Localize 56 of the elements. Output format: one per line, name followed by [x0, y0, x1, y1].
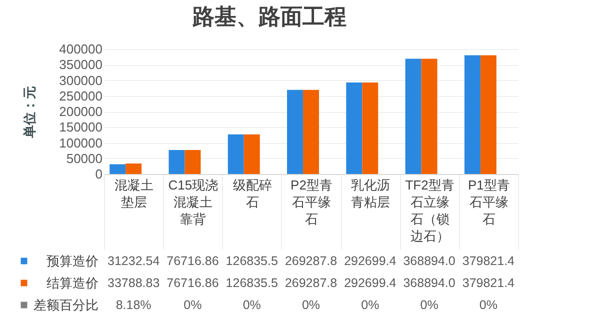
- x-tick-label: P2型青石平缘石: [290, 178, 332, 226]
- x-tick-label: P1型青石平缘石: [468, 178, 510, 226]
- data-label: 0%: [479, 298, 498, 312]
- legend-label: 差额百分比: [34, 298, 98, 312]
- chart-title: 路基、路面工程: [192, 4, 347, 29]
- data-label: 126835.5: [226, 254, 278, 268]
- x-tick-label: 乳化沥青粘层: [351, 178, 390, 210]
- data-label: 0%: [420, 298, 438, 312]
- data-label: 0%: [184, 298, 202, 312]
- y-tick-label: 0: [95, 166, 102, 182]
- data-label: 0%: [242, 298, 261, 312]
- legend-label: 预算造价: [46, 254, 98, 268]
- bar: [126, 163, 142, 174]
- bar: [362, 82, 378, 174]
- bar: [184, 150, 201, 174]
- data-label: 379821.4: [462, 276, 515, 290]
- bar: [168, 150, 185, 174]
- bar: [464, 55, 480, 174]
- bar: [244, 134, 260, 174]
- data-label: 76716.86: [166, 254, 219, 268]
- bar: [405, 58, 422, 174]
- x-tick-label: 级配碎石: [232, 178, 272, 210]
- x-tick-label: 混凝土垫层: [114, 178, 154, 210]
- data-label: 368894.0: [403, 254, 456, 268]
- data-label: 126835.5: [226, 276, 278, 290]
- data-label: 0%: [302, 298, 320, 312]
- y-tick-label: 100000: [59, 135, 102, 150]
- bar: [421, 58, 438, 174]
- y-tick-label: 350000: [59, 57, 102, 72]
- y-tick-label: 250000: [59, 88, 102, 104]
- data-label: 292699.4: [344, 276, 396, 290]
- y-tick-label: 150000: [59, 120, 102, 135]
- bar: [480, 55, 496, 174]
- y-tick-label: 300000: [59, 72, 102, 88]
- bar: [287, 90, 304, 174]
- x-tick-label: TF2型青石立缘石（锁边石）: [405, 178, 454, 244]
- data-label: 0%: [361, 298, 380, 312]
- data-label: 33788.83: [108, 276, 160, 290]
- data-label: 31232.54: [108, 254, 160, 268]
- legend-label: 结算造价: [46, 276, 98, 290]
- bar: [303, 90, 319, 174]
- data-label: 292699.4: [344, 254, 396, 268]
- data-label: 269287.8: [284, 276, 338, 290]
- data-label: 8.18%: [116, 298, 152, 312]
- data-label: 76716.86: [166, 276, 219, 290]
- data-label: 379821.4: [462, 254, 515, 268]
- y-tick-label: 50000: [66, 150, 102, 166]
- bar: [228, 134, 244, 174]
- x-tick-label: C15现浇混凝土靠背: [168, 178, 218, 226]
- y-tick-label: 400000: [59, 42, 102, 56]
- data-label: 368894.0: [403, 276, 456, 290]
- y-axis-title: 单位：元: [22, 86, 38, 139]
- y-tick-label: 200000: [59, 104, 102, 119]
- data-label: 269287.8: [284, 254, 338, 268]
- bar: [346, 82, 362, 174]
- bar: [110, 164, 126, 174]
